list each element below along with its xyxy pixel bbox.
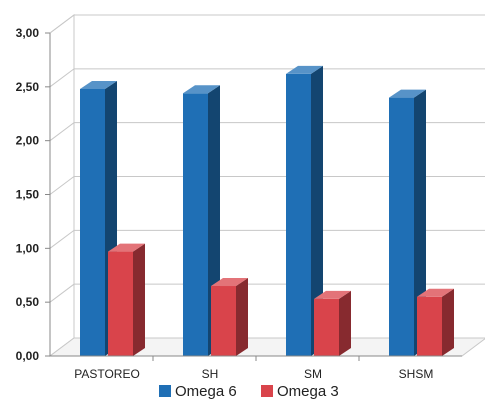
bar-front [183, 93, 208, 356]
y-tick-label: 1,50 [16, 188, 40, 202]
bar-front [314, 298, 339, 356]
bar-side [236, 278, 248, 356]
x-tick-label: SM [304, 367, 322, 381]
legend-label: Omega 6 [175, 383, 237, 400]
bar-top [389, 89, 426, 98]
legend-swatch [261, 385, 273, 397]
bar [286, 65, 323, 356]
legend-swatch [159, 385, 171, 397]
bar-front [389, 97, 414, 356]
bars [80, 65, 454, 356]
gridline [49, 122, 485, 142]
y-axis: 0,00 0,50 1,00 1,50 2,00 2,50 3,00 [16, 26, 51, 363]
bar [389, 89, 426, 356]
legend-label: Omega 3 [277, 383, 339, 400]
gridlines [49, 14, 485, 303]
gridline [49, 283, 485, 303]
bar-side [414, 89, 426, 356]
y-tick-label: 2,00 [16, 134, 40, 148]
bar-front [417, 296, 442, 356]
bar-side [311, 65, 323, 356]
bar-front [211, 286, 236, 356]
bar-side [133, 243, 145, 356]
bar-top [286, 65, 323, 74]
bar-side [442, 288, 454, 356]
bar-front [286, 73, 311, 356]
y-tick-label: 1,00 [16, 241, 40, 255]
y-tick-label: 2,50 [16, 80, 40, 94]
bar-top [211, 278, 248, 287]
gridline [49, 14, 485, 34]
gridline [49, 176, 485, 195]
y-tick-label: 0,00 [16, 349, 40, 363]
x-axis: PASTOREO SH SM SHSM [50, 355, 462, 381]
bar-top [314, 290, 351, 299]
bar [417, 288, 454, 356]
y-tick-label: 0,50 [16, 295, 40, 309]
bar-top [183, 85, 220, 94]
bar [314, 290, 351, 356]
bar-top [80, 80, 117, 89]
bar-front [80, 88, 105, 356]
gridline [49, 68, 485, 88]
bar-side [339, 290, 351, 356]
bar-front [108, 251, 133, 356]
x-tick-label: PASTOREO [74, 367, 140, 381]
bar [211, 278, 248, 356]
y-tick-label: 3,00 [16, 26, 40, 40]
bar [108, 243, 145, 356]
bar-top [108, 243, 145, 252]
gridline [49, 229, 485, 249]
bar-top [417, 288, 454, 297]
x-tick-label: SHSM [399, 367, 434, 381]
x-tick-label: SH [202, 367, 219, 381]
legend: Omega 6 Omega 3 [159, 383, 339, 400]
